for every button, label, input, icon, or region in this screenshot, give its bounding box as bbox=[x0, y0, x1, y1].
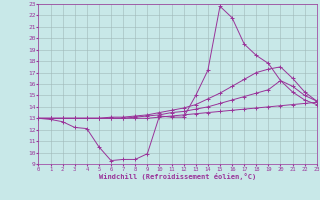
X-axis label: Windchill (Refroidissement éolien,°C): Windchill (Refroidissement éolien,°C) bbox=[99, 173, 256, 180]
